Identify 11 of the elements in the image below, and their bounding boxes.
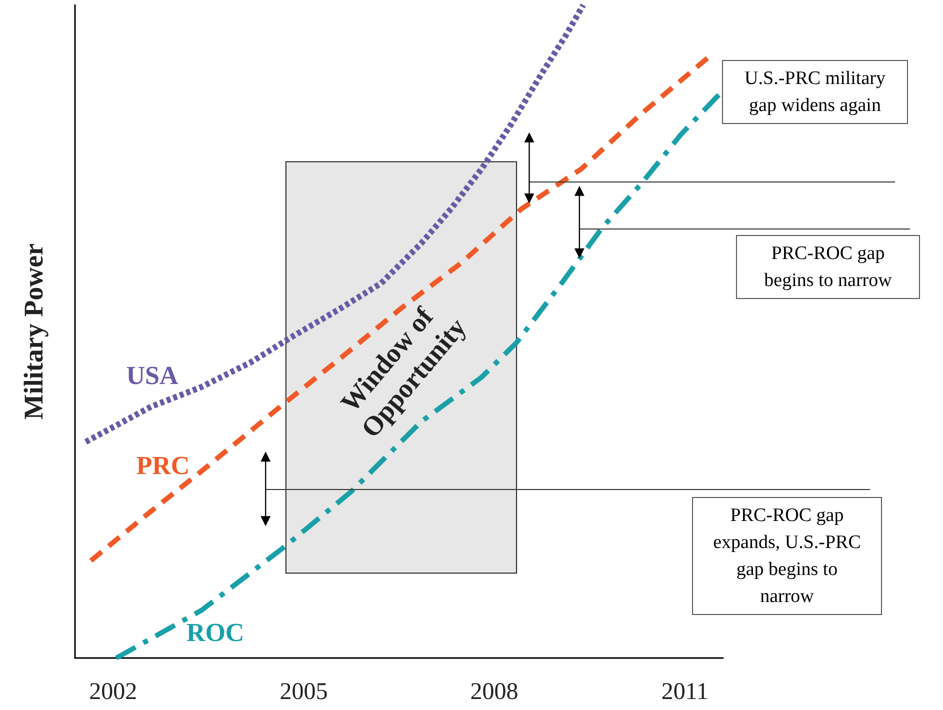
x-tick-label: 2008 [470,679,518,705]
x-tick-label: 2011 [661,679,708,705]
annotation: PRC-ROC gap expands, U.S.-PRC gap begins to narrow [692,497,882,615]
text: PRC-ROC gap begins to narrow [736,235,920,299]
series-label: USA [126,360,178,391]
text: U.S.-PRC military gap widens again [722,60,908,124]
x-tick-label: 2005 [280,679,328,705]
y-axis-title: Military Power [18,243,48,420]
series-label: ROC [186,618,244,648]
series-label: PRC [136,451,190,482]
x-tick-label: 2002 [89,679,138,705]
